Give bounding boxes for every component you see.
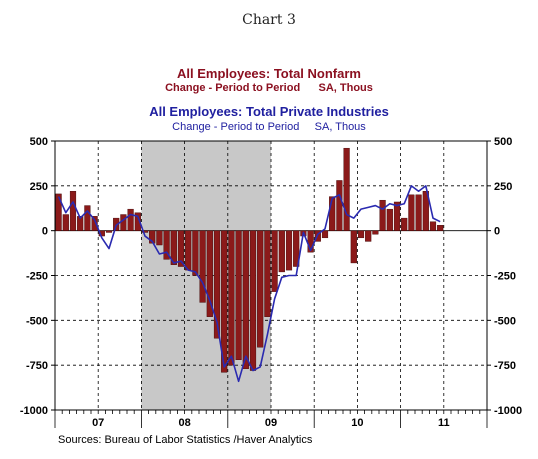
y-tick-label-left: 250 [30,181,48,193]
bar-nonfarm [228,230,235,366]
bar-nonfarm [422,191,429,231]
bar-series-group [55,147,444,373]
bar-nonfarm [213,230,221,339]
y-tick-label-right: -1000 [494,405,522,417]
bar-nonfarm [264,230,271,317]
y-tick-label-right: 500 [494,136,512,148]
chart-title-private: All Employees: Total Private Industries [149,104,389,119]
bar-nonfarm [163,230,170,260]
bar-nonfarm [357,230,365,239]
bar-nonfarm [408,194,415,231]
bar-nonfarm [249,230,257,371]
bar-nonfarm [293,230,300,267]
bar-nonfarm [271,230,278,292]
y-tick-label-right: 250 [494,181,512,193]
source-note: Sources: Bureau of Labor Statistics /Hav… [58,434,313,446]
x-tick-label: 10 [351,417,363,429]
axes-group [51,140,491,428]
line-private-industries [57,185,441,383]
bar-nonfarm [141,230,149,233]
bar-nonfarm [84,205,91,231]
bar-nonfarm [192,230,199,276]
bar-nonfarm [336,180,343,231]
bar-nonfarm [365,230,372,242]
bar-nonfarm [120,214,127,231]
y-tick-label-right: 0 [494,226,500,238]
line-series-group [57,185,441,383]
y-tick-label-left: 0 [42,226,48,238]
bar-nonfarm [437,225,444,231]
chart-subtitle-nonfarm: Change - Period to Period SA, Thous [165,82,373,94]
bar-nonfarm [235,230,242,360]
bar-nonfarm [170,230,177,265]
bar-nonfarm [379,199,386,231]
x-tick-label: 09 [265,417,277,429]
bar-nonfarm [386,208,393,231]
bar-nonfarm [372,230,379,235]
bar-nonfarm [55,193,62,231]
bar-nonfarm [105,230,113,233]
bar-nonfarm [62,214,69,231]
bar-nonfarm [350,230,357,264]
y-tick-label-left: -750 [26,360,48,372]
bar-nonfarm [401,217,408,231]
y-tick-label-right: -250 [494,271,516,283]
bar-nonfarm [185,230,192,271]
y-tick-label-left: -250 [26,271,48,283]
bar-nonfarm [285,230,293,271]
bar-nonfarm [242,230,249,369]
tick-labels-group: 500 500 250 250 0 0 -250 -250 -500 -500 -750 -750 -1… [20,136,522,429]
bar-nonfarm [393,201,401,231]
y-tick-label-left: -500 [26,315,48,327]
chart-subtitle-private: Change - Period to Period SA, Thous [172,121,366,133]
bar-nonfarm [415,194,422,231]
chart-title-nonfarm: All Employees: Total Nonfarm [177,66,361,81]
bar-nonfarm [69,191,77,231]
x-tick-label: 07 [92,417,104,429]
bar-nonfarm [199,230,206,303]
bar-nonfarm [91,216,98,231]
y-tick-label-left: 500 [30,136,48,148]
bar-nonfarm [429,221,437,231]
chart-number: Chart 3 [242,12,296,28]
bar-nonfarm [177,230,185,267]
bar-nonfarm [343,147,350,231]
bar-nonfarm [156,230,163,246]
x-tick-label: 11 [438,417,450,429]
y-tick-label-right: -750 [494,360,516,372]
y-tick-label-left: -1000 [20,405,48,417]
y-tick-label-right: -500 [494,315,516,327]
bar-nonfarm [278,230,285,273]
bar-nonfarm [221,230,228,373]
x-tick-label: 08 [178,417,190,429]
bar-nonfarm [321,230,329,239]
bar-nonfarm [127,208,134,231]
bar-nonfarm [206,230,213,317]
bar-nonfarm [134,212,141,231]
bar-nonfarm [149,230,156,244]
bar-nonfarm [257,230,264,348]
